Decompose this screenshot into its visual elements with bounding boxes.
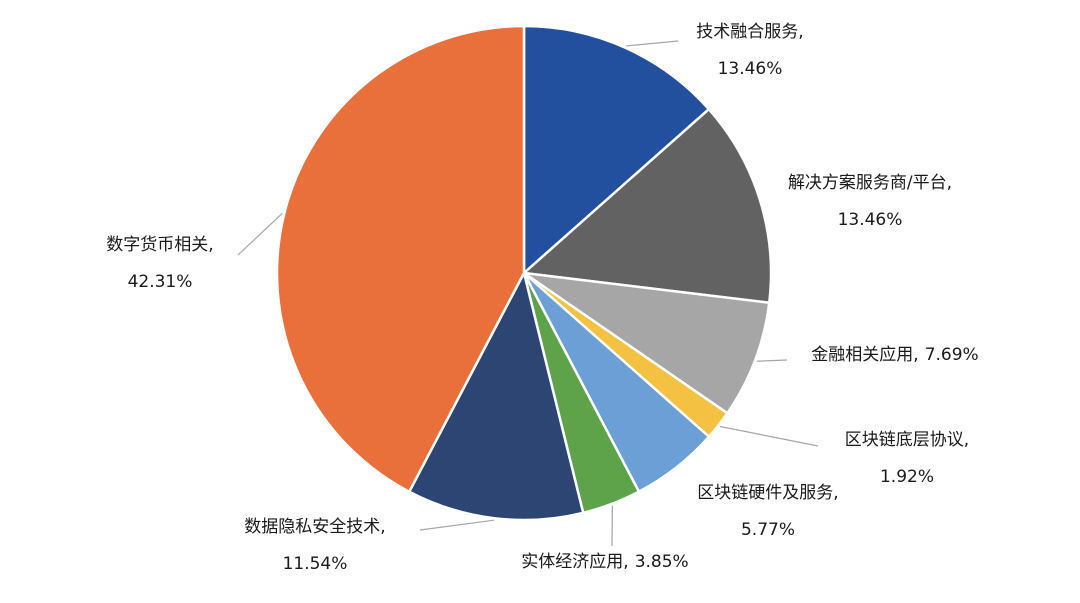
- pie-slice: [275, 24, 526, 494]
- pie-slice: [521, 107, 773, 305]
- slice-label: 数字货币相关,: [106, 235, 213, 255]
- slice-label: 金融相关应用, 7.69%: [811, 345, 978, 365]
- slice-value: 11.54%: [283, 554, 348, 574]
- slice-value: 13.46%: [718, 59, 783, 79]
- slice-label: 实体经济应用, 3.85%: [521, 552, 688, 572]
- slice-value: 3.85%: [635, 552, 689, 572]
- pie-slice: [407, 269, 585, 522]
- leader-line: [419, 519, 495, 531]
- slice-label: 区块链硬件及服务,: [697, 483, 838, 503]
- pie-slice: [522, 24, 711, 276]
- slice-name: 实体经济应用,: [521, 552, 628, 572]
- slice-value: 7.69%: [925, 345, 979, 365]
- slice-value: 13.46%: [838, 210, 903, 230]
- slice-label: 技术融合服务,: [696, 22, 803, 42]
- slice-label: 区块链底层协议,: [845, 430, 969, 450]
- slice-label: 解决方案服务商/平台,: [788, 173, 952, 193]
- slice-value: 5.77%: [741, 520, 795, 540]
- leader-line: [756, 359, 788, 362]
- slice-value: 42.31%: [128, 272, 193, 292]
- slice-name: 金融相关应用,: [811, 345, 918, 365]
- leader-line: [626, 40, 679, 47]
- slice-value: 1.92%: [880, 467, 934, 487]
- leader-line: [237, 212, 283, 256]
- leader-line: [719, 425, 819, 447]
- slice-label: 数据隐私安全技术,: [244, 517, 385, 537]
- pie-slice: [523, 271, 771, 415]
